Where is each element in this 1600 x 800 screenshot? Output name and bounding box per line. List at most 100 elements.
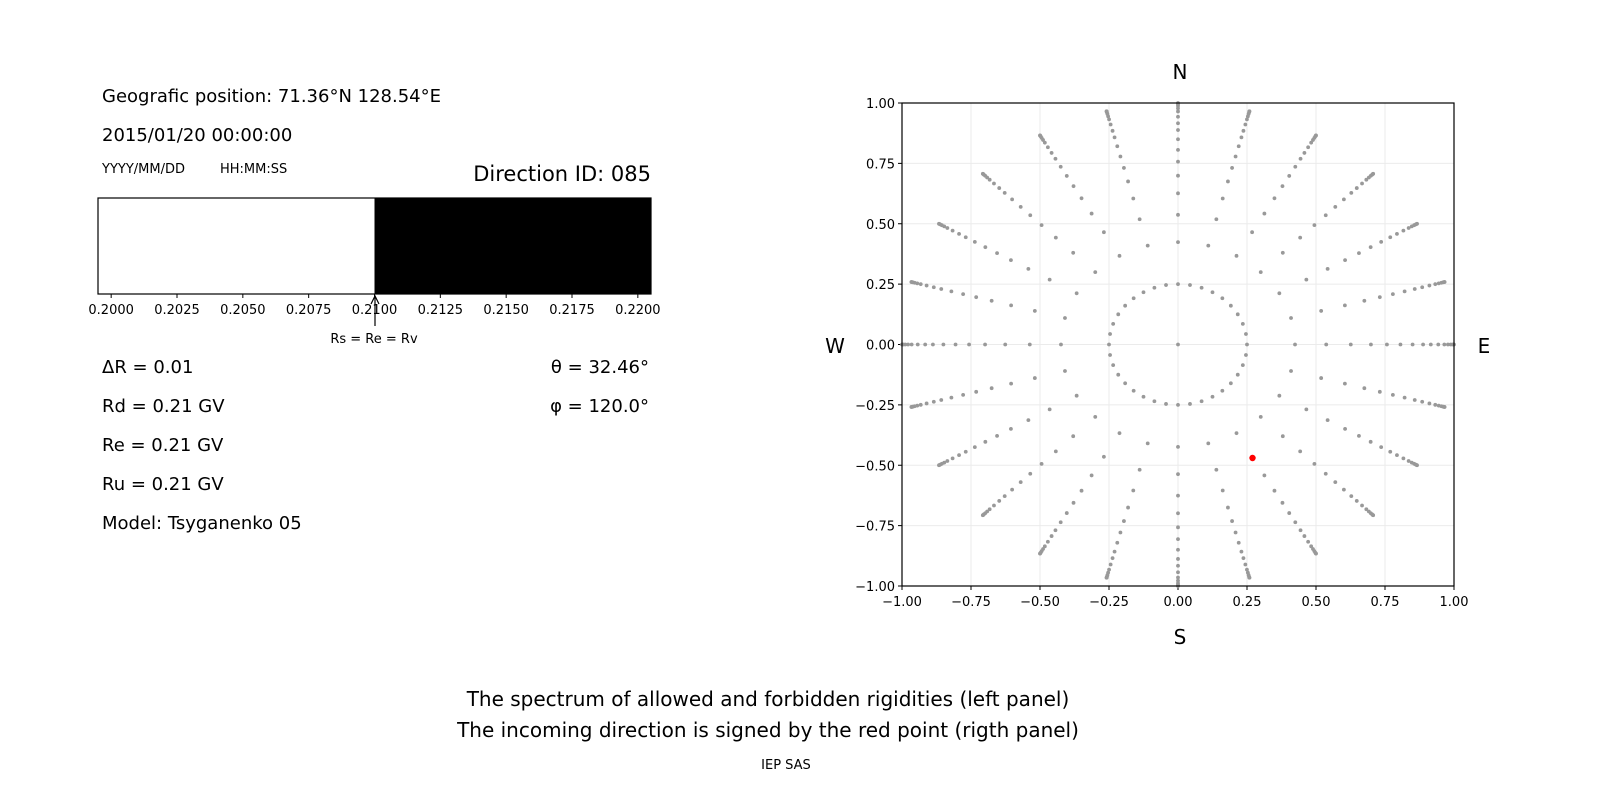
scatter-point — [1053, 235, 1058, 240]
x-tick-label: 0.75 — [1371, 595, 1400, 610]
y-tick-label: 1.00 — [866, 97, 895, 112]
scatter-point — [1357, 434, 1361, 438]
scatter-point — [1176, 121, 1180, 126]
scatter-point — [1176, 537, 1180, 542]
scatter-point — [1293, 342, 1297, 347]
scatter-point — [1111, 321, 1116, 326]
segment-allowed — [98, 198, 375, 294]
scatter-point — [1112, 549, 1117, 554]
scatter-point — [1368, 245, 1373, 250]
scatter-point — [1018, 204, 1023, 209]
scatter-point — [1304, 277, 1309, 282]
y-tick-label: −0.50 — [855, 459, 895, 474]
scatter-point — [992, 181, 996, 186]
scatter-point — [924, 401, 929, 406]
scatter-point — [1379, 445, 1384, 450]
scatter-point — [1243, 562, 1248, 567]
scatter-point — [1304, 407, 1309, 412]
scatter-point — [1206, 243, 1211, 248]
x-tick-label: 0.50 — [1302, 595, 1331, 610]
scatter-point — [1176, 147, 1180, 152]
scatter-point — [1442, 280, 1447, 284]
scatter-point — [1108, 353, 1112, 357]
scatter-point — [1059, 342, 1063, 347]
scatter-point — [1116, 312, 1121, 317]
scatter-point — [1312, 461, 1317, 466]
scatter-point — [1009, 381, 1014, 386]
scatter-point — [989, 298, 994, 303]
scatter-point — [1325, 418, 1330, 422]
scatter-point — [931, 285, 936, 290]
delta-r: ΔR = 0.01 — [102, 357, 193, 378]
scatter-point — [1210, 394, 1215, 399]
scatter-point — [1058, 520, 1063, 525]
scatter-point — [909, 342, 914, 347]
scatter-point — [1126, 505, 1130, 510]
scatter-point — [1342, 303, 1347, 308]
scatter-point — [1028, 471, 1033, 476]
scatter-point — [1427, 283, 1432, 288]
theta-value: θ = 32.46° — [551, 357, 649, 378]
x-tick-label: 0.2125 — [418, 303, 464, 318]
caption-line-2: The incoming direction is signed by the … — [456, 718, 1079, 742]
scatter-point — [937, 463, 941, 468]
scatter-point — [1176, 159, 1180, 164]
y-tick-label: 0.50 — [866, 218, 895, 233]
x-tick-label: 0.2075 — [286, 303, 332, 318]
scatter-point — [1176, 444, 1180, 449]
scatter-point — [1319, 376, 1324, 380]
scatter-point — [1410, 342, 1415, 347]
scatter-point — [1287, 174, 1292, 178]
scatter-point — [1412, 398, 1417, 402]
scatter-point — [1390, 392, 1395, 397]
scatter-point — [1323, 471, 1328, 476]
scatter-point — [949, 289, 954, 294]
scatter-point — [989, 386, 994, 391]
scatter-point — [1362, 386, 1367, 391]
scatter-point — [918, 402, 923, 407]
scatter-point — [1302, 151, 1307, 155]
y-tick-label: −0.75 — [855, 520, 895, 535]
scatter-point — [1176, 547, 1180, 552]
scatter-point — [923, 342, 928, 347]
scatter-point — [983, 245, 988, 250]
scatter-point — [1247, 109, 1252, 114]
scatter-point — [1176, 493, 1180, 498]
scatter-point — [1240, 363, 1245, 368]
compass-north: N — [1173, 60, 1188, 84]
scatter-point — [961, 392, 966, 397]
scatter-point — [1277, 291, 1282, 296]
re-value: Re = 0.21 GV — [102, 435, 224, 456]
scatter-point — [961, 292, 966, 297]
scatter-point — [980, 171, 985, 176]
scatter-point — [1141, 290, 1146, 295]
scatter-point — [1228, 381, 1233, 386]
x-tick-label: 0.2025 — [154, 303, 200, 318]
scatter-point — [1115, 540, 1120, 545]
scatter-point — [1343, 258, 1347, 262]
scatter-point — [1042, 544, 1047, 549]
scatter-point — [1354, 186, 1359, 190]
scatter-point — [1206, 441, 1211, 446]
scatter-point — [1045, 145, 1050, 150]
x-tick-label: −0.75 — [951, 595, 991, 610]
scatter-point — [1101, 230, 1106, 235]
scatter-point — [1079, 196, 1084, 201]
scatter-point — [1230, 166, 1234, 170]
scatter-point — [1188, 283, 1192, 287]
scatter-point — [950, 456, 955, 461]
scatter-point — [1176, 342, 1180, 347]
scatter-point — [1176, 557, 1180, 561]
scatter-point — [1360, 181, 1364, 186]
scatter-point — [1199, 285, 1204, 290]
scatter-point — [1362, 298, 1367, 303]
scatter-point — [1176, 240, 1180, 245]
scatter-point — [950, 228, 955, 233]
scatter-point — [1385, 342, 1389, 347]
scatter-point — [1277, 393, 1282, 398]
scatter-point — [1341, 487, 1346, 492]
scatter-point — [1049, 534, 1054, 538]
x-tick-label: 0.2150 — [483, 303, 529, 318]
phi-value: φ = 120.0° — [550, 396, 649, 417]
scatter-point — [992, 503, 996, 508]
